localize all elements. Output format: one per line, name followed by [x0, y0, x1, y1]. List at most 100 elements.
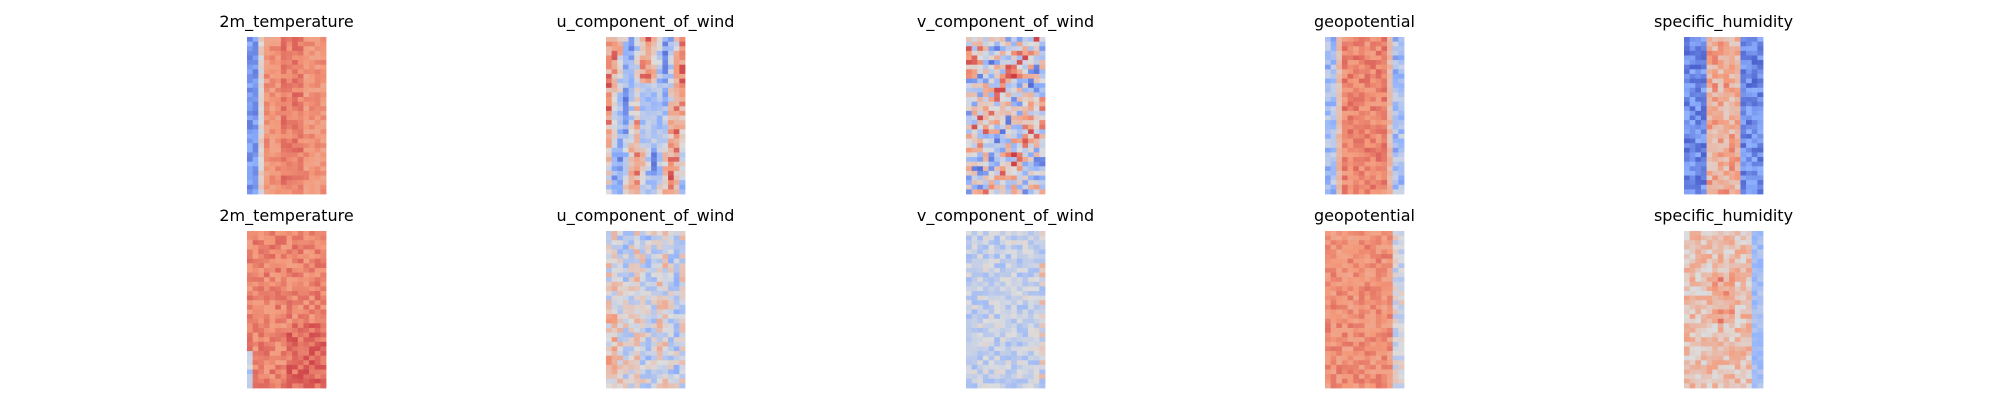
heatmap-cell	[1330, 346, 1337, 352]
heatmap-cell	[622, 133, 629, 139]
heatmap-cell	[617, 267, 624, 273]
heatmap-cell	[320, 327, 327, 333]
heatmap-cell	[606, 60, 613, 66]
heatmap-cell	[1028, 133, 1035, 139]
heatmap-cell	[634, 383, 641, 389]
heatmap-cell	[645, 133, 652, 139]
heatmap-cell	[1381, 272, 1388, 278]
heatmap-cell	[622, 147, 629, 153]
heatmap-cell	[1016, 170, 1023, 176]
heatmap-cell	[628, 78, 635, 84]
heatmap-cell	[1695, 355, 1702, 361]
heatmap-cell	[1325, 304, 1332, 310]
heatmap-cell	[1028, 374, 1035, 380]
heatmap-cell	[286, 258, 293, 264]
heatmap-cell	[1022, 106, 1029, 112]
heatmap-cell	[1011, 369, 1018, 375]
heatmap-cell	[679, 254, 686, 260]
heatmap-cell	[1684, 337, 1691, 343]
heatmap-cell	[1364, 143, 1371, 149]
heatmap-cell	[651, 50, 658, 56]
heatmap-cell	[1757, 323, 1764, 329]
heatmap-cell	[247, 355, 254, 361]
heatmap-cell	[994, 83, 1001, 89]
heatmap-cell	[1039, 166, 1046, 172]
heatmap-cell	[999, 378, 1006, 384]
heatmap-cell	[971, 50, 978, 56]
heatmap-cell	[1734, 295, 1741, 301]
heatmap-cell	[286, 304, 293, 310]
heatmap-cell	[297, 327, 304, 333]
heatmap-cell	[1341, 254, 1348, 260]
heatmap-cell	[977, 97, 984, 103]
heatmap-cell	[628, 369, 635, 375]
heatmap-cell	[303, 254, 310, 260]
heatmap-cell	[1740, 355, 1747, 361]
heatmap-cell	[622, 263, 629, 269]
heatmap-cell	[1746, 138, 1753, 144]
heatmap-cell	[320, 346, 327, 352]
heatmap-cell	[320, 120, 327, 126]
heatmap-cell	[651, 327, 658, 333]
heatmap-cell	[1330, 231, 1337, 237]
heatmap-cell	[999, 106, 1006, 112]
heatmap-cell	[252, 235, 259, 241]
heatmap-cell	[1341, 87, 1348, 93]
heatmap-cell	[656, 161, 663, 167]
heatmap-cell	[1723, 166, 1730, 172]
heatmap-cell	[1757, 258, 1764, 264]
heatmap-cell	[1347, 291, 1354, 297]
heatmap-cell	[1028, 110, 1035, 116]
heatmap-cell	[999, 263, 1006, 269]
heatmap-cell	[1353, 110, 1360, 116]
heatmap-cell	[1398, 286, 1405, 292]
heatmap-cell	[982, 231, 989, 237]
heatmap-cell	[1341, 175, 1348, 181]
heatmap-cell	[297, 249, 304, 255]
heatmap-cell	[1370, 346, 1377, 352]
heatmap-cell	[303, 87, 310, 93]
heatmap-cell	[1706, 184, 1713, 190]
heatmap-cell	[1341, 281, 1348, 287]
heatmap-cell	[679, 291, 686, 297]
heatmap-cell	[639, 157, 646, 163]
heatmap-cell	[1723, 318, 1730, 324]
heatmap-cell	[1353, 50, 1360, 56]
heatmap-cell	[1398, 327, 1405, 333]
heatmap-cell	[303, 240, 310, 246]
heatmap-cell	[994, 129, 1001, 135]
heatmap-cell	[971, 304, 978, 310]
heatmap-cell	[1016, 318, 1023, 324]
heatmap-cell	[645, 180, 652, 186]
heatmap-cell	[1757, 244, 1764, 250]
heatmap-cell	[280, 277, 287, 283]
heatmap-cell	[269, 263, 276, 269]
heatmap-cell	[1353, 124, 1360, 130]
heatmap-cell	[639, 281, 646, 287]
heatmap-cell	[982, 157, 989, 163]
heatmap-cell	[1370, 73, 1377, 79]
heatmap-cell	[286, 73, 293, 79]
heatmap-cell	[1330, 351, 1337, 357]
heatmap-cell	[1370, 323, 1377, 329]
heatmap-cell	[1370, 78, 1377, 84]
heatmap-cell	[314, 323, 321, 329]
heatmap-cell	[292, 60, 299, 66]
heatmap-cell	[297, 291, 304, 297]
heatmap-cell	[1364, 115, 1371, 121]
heatmap-cell	[1751, 46, 1758, 52]
heatmap-cell	[1370, 327, 1377, 333]
heatmap-cell	[1353, 133, 1360, 139]
heatmap-cell	[1712, 300, 1719, 306]
heatmap-cell	[247, 327, 254, 333]
heatmap-cell	[263, 115, 270, 121]
heatmap-cell	[263, 355, 270, 361]
heatmap-cell	[622, 272, 629, 278]
heatmap-cell	[1039, 263, 1046, 269]
heatmap-cell	[988, 170, 995, 176]
heatmap-cell	[1684, 300, 1691, 306]
heatmap-cell	[1689, 258, 1696, 264]
heatmap-cell	[297, 37, 304, 43]
heatmap-cell	[611, 87, 618, 93]
heatmap-cell	[999, 73, 1006, 79]
